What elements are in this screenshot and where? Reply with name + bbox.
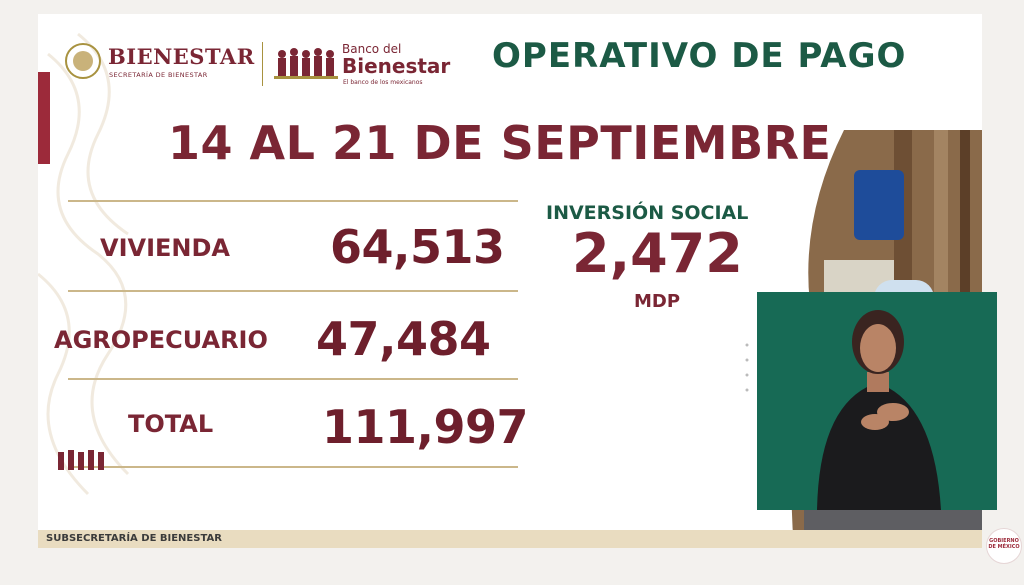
decorative-dots: [745, 343, 749, 392]
national-seal-icon: [65, 43, 101, 79]
row-value-agropecuario: 47,484: [316, 312, 491, 366]
government-badge: GOBIERNO DE MÉXICO: [986, 528, 1022, 564]
investment-unit: MDP: [634, 291, 681, 312]
row-divider: [68, 466, 518, 468]
date-range: 14 AL 21 DE SEPTIEMBRE: [168, 116, 832, 170]
row-divider: [68, 200, 518, 202]
page-title: OPERATIVO DE PAGO: [492, 36, 907, 76]
bank-mini-logo-icon: [58, 450, 104, 470]
row-label-total: TOTAL: [128, 410, 214, 438]
row-value-vivienda: 64,513: [330, 220, 505, 274]
row-label-vivienda: VIVIENDA: [100, 234, 230, 262]
bank-people-icon: [274, 48, 338, 79]
bank-tagline: El banco de los mexicanos: [343, 79, 423, 86]
background-pattern: [38, 32, 130, 496]
row-value-total: 111,997: [322, 400, 529, 454]
investment-title: INVERSIÓN SOCIAL: [546, 202, 749, 224]
footer-bar: [38, 530, 982, 548]
secretaria-logo-text: BIENESTAR: [108, 44, 255, 69]
row-divider: [68, 378, 518, 380]
bank-name: Bienestar: [342, 54, 451, 78]
logo-divider: [262, 42, 263, 86]
accent-bar: [38, 72, 50, 164]
badge-text: GOBIERNO DE MÉXICO: [988, 538, 1020, 550]
row-divider: [68, 290, 518, 292]
investment-value: 2,472: [572, 222, 743, 285]
row-label-agropecuario: AGROPECUARIO: [54, 326, 268, 354]
sign-language-interpreter-video: [757, 292, 997, 510]
footer-text: SUBSECRETARÍA DE BIENESTAR: [46, 533, 222, 544]
bank-small-text: Banco del: [342, 42, 402, 56]
secretaria-subtext: SECRETARÍA DE BIENESTAR: [109, 71, 208, 79]
